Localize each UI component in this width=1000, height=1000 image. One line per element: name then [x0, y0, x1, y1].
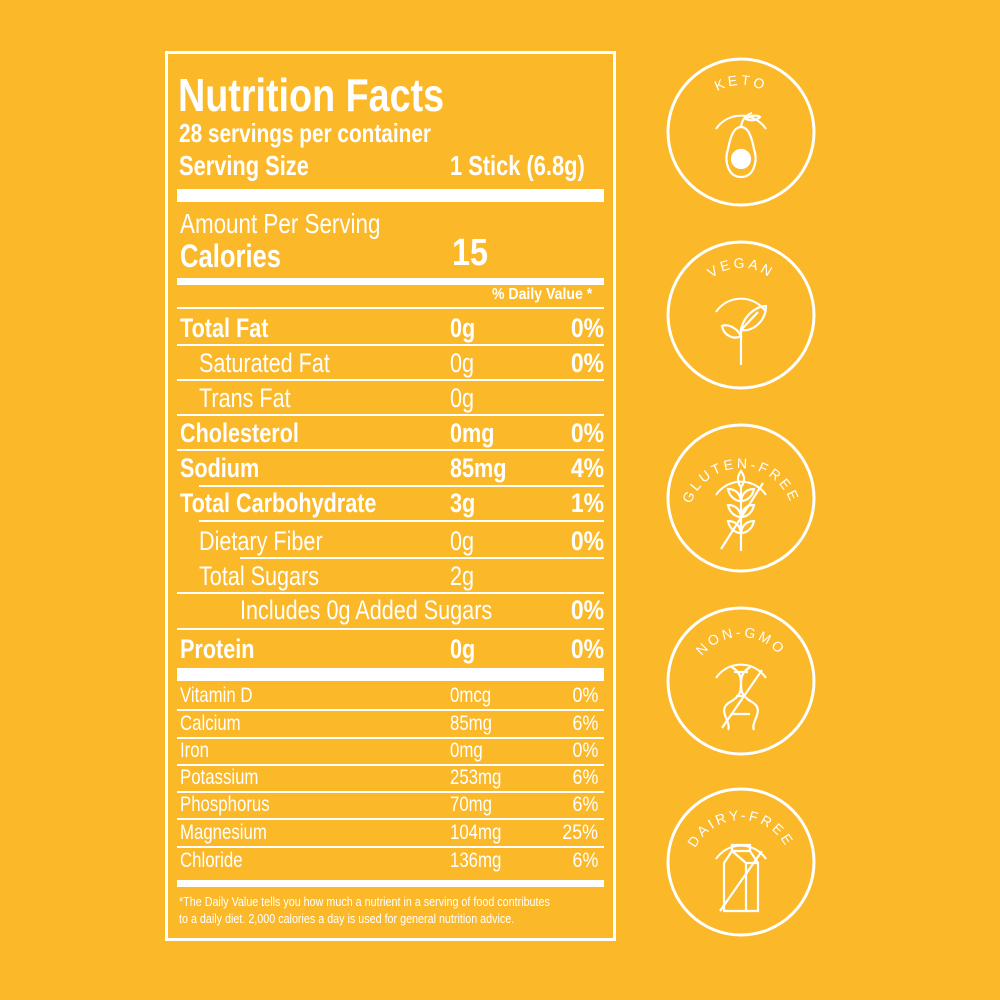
dairy-free-label: DAIRY-FREE — [684, 807, 795, 850]
sprout-icon — [720, 304, 768, 365]
nutrient-amount: 0mg — [450, 418, 495, 448]
row-divider — [177, 628, 604, 630]
nutrient-daily-value: 0% — [570, 313, 604, 343]
svg-text:NON-GMO: NON-GMO — [692, 624, 789, 658]
row-divider — [199, 520, 604, 522]
header-divider — [177, 307, 604, 309]
nutrient-name: Total Fat — [180, 313, 269, 343]
dairy-free-badge: DAIRY-FREE — [666, 787, 816, 937]
nutrient-amount: 2g — [450, 561, 475, 591]
nutrient-amount: 0g — [450, 383, 475, 413]
vegan-label: VEGAN — [704, 255, 774, 281]
row-divider — [177, 344, 604, 346]
mineral-name: Chloride — [180, 849, 243, 872]
calories-value: 15 — [452, 232, 488, 274]
thick-divider — [177, 189, 604, 202]
nutrient-name: Saturated Fat — [199, 348, 330, 378]
gluten-free-badge: GLUTEN-FREE — [666, 423, 816, 573]
mineral-daily-value: 25% — [562, 821, 598, 844]
mineral-amount: 253mg — [450, 766, 502, 789]
nutrient-amount: 0g — [450, 634, 476, 664]
row-divider — [177, 379, 604, 381]
nutrient-name: Cholesterol — [180, 418, 299, 448]
nutrient-name: Dietary Fiber — [199, 526, 323, 556]
serving-size-value: 1 Stick (6.8g) — [450, 150, 585, 181]
mineral-name: Vitamin D — [180, 684, 253, 707]
daily-value-header: % Daily Value * — [492, 286, 593, 303]
nutrition-facts-panel — [165, 51, 616, 941]
nutrient-daily-value: 0% — [570, 595, 604, 625]
calories-divider — [177, 278, 604, 285]
nutrient-amount: 0g — [450, 526, 475, 556]
mineral-divider — [177, 846, 604, 848]
avocado-icon — [725, 111, 762, 179]
footnote-divider — [177, 880, 604, 887]
row-divider — [177, 449, 604, 451]
wheat-crossed-icon — [720, 469, 764, 551]
vegan-badge: VEGAN — [666, 240, 816, 390]
servings-per-container: 28 servings per container — [179, 118, 432, 148]
nutrient-name: Total Sugars — [199, 561, 320, 591]
protein-divider — [177, 668, 604, 681]
nutrient-daily-value: 0% — [570, 634, 604, 664]
mineral-daily-value: 6% — [572, 766, 598, 789]
row-divider — [177, 592, 604, 594]
svg-text:VEGAN: VEGAN — [704, 255, 777, 281]
mineral-daily-value: 0% — [572, 739, 598, 762]
nutrient-amount: 0g — [450, 313, 476, 343]
nutrient-name: Total Carbohydrate — [180, 488, 377, 518]
keto-label: KETO — [712, 72, 767, 94]
keto-badge: KETO — [666, 57, 816, 207]
mineral-daily-value: 6% — [572, 849, 598, 872]
row-divider — [240, 557, 604, 559]
mineral-daily-value: 0% — [572, 684, 598, 707]
mineral-amount: 0mg — [450, 739, 483, 762]
mineral-name: Iron — [180, 739, 209, 762]
mineral-amount: 104mg — [450, 821, 502, 844]
footnote-line-2: to a daily diet. 2,000 calories a day is… — [179, 912, 515, 926]
nutrient-daily-value — [520, 385, 604, 412]
mineral-name: Calcium — [180, 712, 241, 735]
milk-carton-crossed-icon — [719, 843, 763, 913]
nutrient-daily-value — [520, 563, 604, 590]
nutrient-name: Protein — [180, 634, 255, 664]
serving-size-label: Serving Size — [179, 150, 309, 181]
mineral-amount: 85mg — [450, 712, 493, 735]
row-divider — [177, 414, 604, 416]
mineral-divider — [177, 818, 604, 820]
mineral-divider — [177, 764, 604, 766]
nutrient-name: Trans Fat — [199, 383, 291, 413]
svg-text:KETO: KETO — [712, 72, 770, 94]
mineral-name: Magnesium — [180, 821, 267, 844]
nutrient-amount: 85mg — [450, 453, 507, 483]
non-gmo-badge: NON-GMO — [666, 606, 816, 756]
mineral-amount: 136mg — [450, 849, 502, 872]
row-divider — [199, 485, 604, 487]
nutrient-amount: 0g — [450, 348, 475, 378]
nutrient-amount: 3g — [450, 488, 476, 518]
nutrient-daily-value: 0% — [570, 418, 604, 448]
nutrient-name: Sodium — [180, 453, 260, 483]
mineral-divider — [177, 791, 604, 793]
mineral-daily-value: 6% — [572, 712, 598, 735]
footnote-line-1: *The Daily Value tells you how much a nu… — [179, 895, 550, 909]
mineral-daily-value: 6% — [572, 793, 598, 816]
mineral-divider — [177, 709, 604, 711]
dna-crossed-icon — [721, 665, 763, 731]
nutrient-daily-value: 0% — [570, 526, 604, 556]
mineral-amount: 0mcg — [450, 684, 492, 707]
non-gmo-label: NON-GMO — [692, 624, 786, 658]
mineral-amount: 70mg — [450, 793, 493, 816]
nutrient-daily-value: 0% — [570, 348, 604, 378]
mineral-divider — [177, 737, 604, 739]
mineral-name: Phosphorus — [180, 793, 270, 816]
svg-text:DAIRY-FREE: DAIRY-FREE — [684, 807, 798, 850]
calories-label: Calories — [180, 238, 282, 274]
nutrient-name: Includes 0g Added Sugars — [240, 595, 493, 625]
nutrient-daily-value: 1% — [570, 488, 604, 518]
amount-per-serving: Amount Per Serving — [180, 208, 381, 239]
mineral-name: Potassium — [180, 766, 259, 789]
nutrition-title: Nutrition Facts — [178, 69, 445, 121]
nutrient-daily-value: 4% — [570, 453, 604, 483]
